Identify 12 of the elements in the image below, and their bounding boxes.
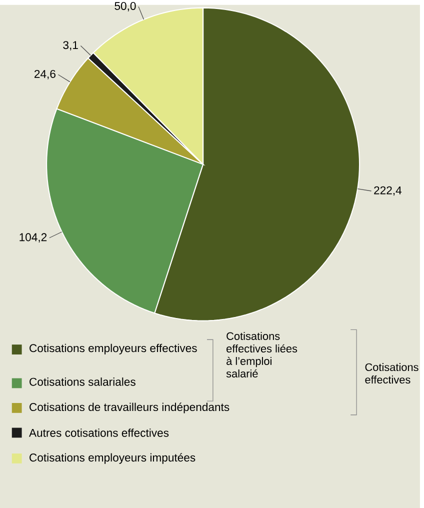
data-label: 3,1: [63, 41, 78, 50]
legend-label: Cotisations salariales: [29, 378, 136, 386]
data-label: 24,6: [34, 70, 56, 80]
data-label: 50,0: [114, 2, 136, 12]
legend-label: Cotisations de travailleurs indépendants: [29, 402, 230, 414]
text: Cotisations effectives liées à l’emploi salarié: [226, 332, 298, 378]
legend-label: Cotisations employeurs effectives: [29, 344, 197, 354]
legend-label: Cotisations employeurs imputées: [29, 453, 196, 464]
data-label: 222,4: [374, 186, 402, 196]
text: Cotisations effectives: [365, 363, 418, 384]
legend-label: Autres cotisations effectives: [28, 428, 169, 437]
data-label: 104,2: [20, 233, 46, 243]
